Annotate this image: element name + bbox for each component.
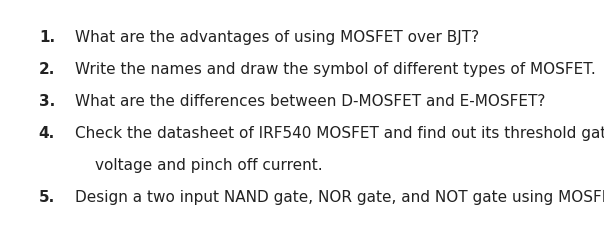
Text: Design a two input NAND gate, NOR gate, and NOT gate using MOSFET.: Design a two input NAND gate, NOR gate, … (75, 190, 604, 205)
Text: What are the advantages of using MOSFET over BJT?: What are the advantages of using MOSFET … (75, 30, 479, 45)
Text: 5.: 5. (39, 190, 55, 205)
Text: 2.: 2. (39, 62, 55, 77)
Text: Check the datasheet of IRF540 MOSFET and find out its threshold gate: Check the datasheet of IRF540 MOSFET and… (75, 126, 604, 141)
Text: voltage and pinch off current.: voltage and pinch off current. (95, 158, 323, 173)
Text: Write the names and draw the symbol of different types of MOSFET.: Write the names and draw the symbol of d… (75, 62, 596, 77)
Text: 3.: 3. (39, 94, 55, 109)
Text: 4.: 4. (39, 126, 55, 141)
Text: What are the differences between D-MOSFET and E-MOSFET?: What are the differences between D-MOSFE… (75, 94, 545, 109)
Text: 1.: 1. (39, 30, 55, 45)
